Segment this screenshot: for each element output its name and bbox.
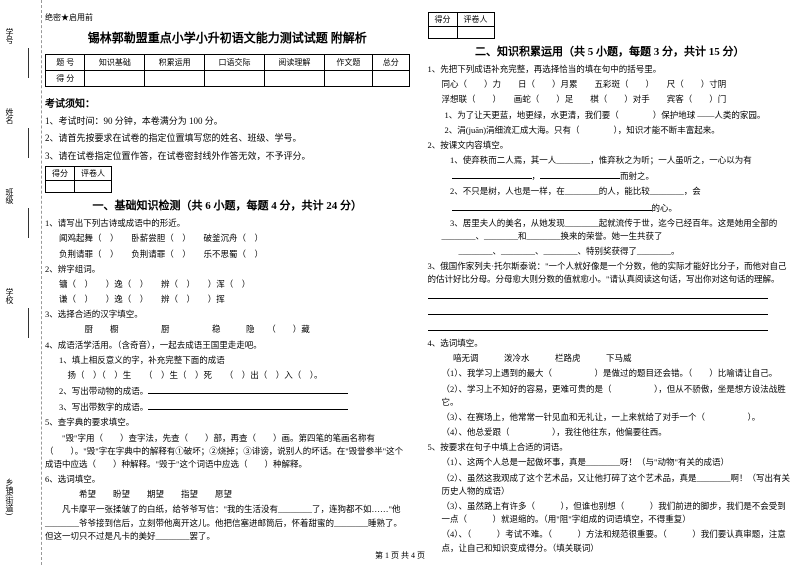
option-row: 负荆请罪（ ） 负荆请罪（ ） 乐不思蜀（ ） — [45, 248, 410, 261]
margin-line — [28, 48, 29, 78]
right-column: 得分评卷人 二、知识积累运用（共 5 小题，每题 3 分，共计 15 分） 1、… — [428, 8, 793, 547]
td: 评卷人 — [457, 13, 494, 27]
th: 积累运用 — [145, 55, 205, 71]
question: 3、选择合适的汉字填空。 — [45, 308, 410, 321]
sub-question: （3）、在赛场上，他常常一针见血和无礼让，一上来就给了对手一个（ ）。 — [428, 411, 793, 424]
th: 题 号 — [46, 55, 85, 71]
sub-question: 3、写出带数字的成语。 — [45, 400, 410, 414]
sub-question: 3、居里夫人的美名，从她发现________起就流传于世，迄今已经百年。这是她用… — [428, 217, 793, 243]
td[interactable] — [264, 71, 324, 87]
sub-question: （2）、学习上不知好的容易，更难可贵的是（ ），但从不骄傲，坐是想方设法战胜它。 — [428, 383, 793, 409]
td[interactable] — [145, 71, 205, 87]
td: 得分 — [46, 167, 75, 181]
secret-label: 绝密★启用前 — [45, 12, 410, 23]
sub-question: （1）、这两个人总是一起做坏事，真是________呀！（与"动物"有关的成语） — [428, 456, 793, 469]
margin-label: 乡镇(街道) — [4, 478, 15, 515]
option-row: 厨 橱 厨 稳 隐 （ ）藏 — [45, 323, 410, 336]
td[interactable] — [75, 181, 112, 193]
answer-line[interactable] — [428, 321, 793, 335]
grader-table: 得分评卷人 — [428, 12, 495, 39]
sub-question: 1、使弃秩而二人焉，其一人________，惟弃秋之为听；一人虽听之，一心以为有 — [428, 154, 793, 167]
sub-question: 1、为了让天更蓝，地更绿，水更清，我们要（ ）保护地球 ——人类的家园。 — [428, 109, 793, 122]
notice-heading: 考试须知： — [45, 95, 410, 110]
question: 1、先把下列成语补充完整，再选择恰当的填在句中的括号里。 — [428, 63, 793, 76]
th: 总分 — [372, 55, 409, 71]
td[interactable] — [457, 27, 494, 39]
section-heading: 一、基础知识检测（共 6 小题，每题 4 分，共计 24 分） — [45, 197, 410, 213]
sub-question: 1、填上相反意义的字，补充完整下面的成语 — [45, 354, 410, 367]
sub-question: 2、不只是树，人也是一样，在________的人，能比较________，会 — [428, 185, 793, 198]
margin-line — [28, 308, 29, 338]
answer-line[interactable] — [428, 289, 793, 303]
exam-title: 锡林郭勒盟重点小学小升初语文能力测试试题 附解析 — [45, 29, 410, 46]
td[interactable] — [324, 71, 372, 87]
sub-question: （2）、虽然这我观成了这个艺术品，又让他打碎了这个艺术品，真是________啊… — [428, 472, 793, 498]
td: 得 分 — [46, 71, 85, 87]
question: 3、俄国作家列夫·托尔斯泰说："一个人就好像是一个分数，他的实际才能好比分子，而… — [428, 260, 793, 286]
td[interactable] — [372, 71, 409, 87]
notice: 3、请在试卷指定位置作答，在试卷密封线外作答无效，不予评分。 — [45, 149, 410, 163]
page-footer: 第 1 页 共 4 页 — [0, 550, 800, 561]
question: 4、选词填空。 — [428, 337, 793, 350]
blank-line: ，而射之。 — [428, 169, 793, 183]
question: 4、成语活学活用。（含奇音），一起去成语王国里走走吧。 — [45, 339, 410, 352]
option-row: 同心（ ）力 日（ ）月累 五彩斑（ ） 尺（ ）寸阴 — [428, 78, 793, 91]
margin-label: 学号 — [4, 28, 15, 44]
td: 评卷人 — [75, 167, 112, 181]
question: 5、按要求在句子中填上合适的词语。 — [428, 441, 793, 454]
paragraph: "毁"字用（ ）查字法，先查（ ）部，再查（ ）画。第四笔的笔画名称有（ ）。"… — [45, 432, 410, 472]
sub-question: （4）、他总爱跟（ ），我往他往东，他偏要往西。 — [428, 426, 793, 439]
notice: 1、考试时间：90 分钟，本卷满分为 100 分。 — [45, 114, 410, 128]
sub-question: ________、________、________、特别奖获得了_______… — [428, 245, 793, 258]
question: 2、按课文内容填空。 — [428, 139, 793, 152]
grader-table: 得分评卷人 — [45, 166, 112, 193]
margin-label: 学校 — [4, 288, 15, 304]
option-row: 谦（ ） ）逸（ ） 辨（ ） ）挥 — [45, 293, 410, 306]
sub-question: 2、写出带动物的成语。 — [45, 384, 410, 398]
question: 1、请写出下列古诗或成语中的形近。 — [45, 217, 410, 230]
td[interactable] — [46, 181, 75, 193]
td[interactable] — [428, 27, 457, 39]
option-row: 希望 盼望 期望 指望 愿望 — [45, 488, 410, 501]
sub-question: （1）、我学习上遇到的最大（ ）是做过的题目还会错。（ ）比喻请让自己。 — [428, 367, 793, 380]
question: 5、查字典的要求填空。 — [45, 416, 410, 429]
td: 得分 — [428, 13, 457, 27]
answer-line[interactable] — [428, 305, 793, 319]
margin-label: 班级 — [4, 188, 15, 204]
th: 作文题 — [324, 55, 372, 71]
binding-margin: 学号 姓名 班级 学校 乡镇(街道) — [0, 0, 42, 565]
margin-line — [28, 208, 29, 238]
question: 2、辨字组词。 — [45, 263, 410, 276]
option-row: 镛（ ） ）逸（ ） 辨（ ） ）浑（ ） — [45, 278, 410, 291]
option-row: 喑无调 泼冷水 栏路虎 下马威 — [428, 352, 793, 365]
paragraph: 凡卡摩平一张揉皱了的白纸，给爷爷写信："我的生活没有________了，连狗都不… — [45, 503, 410, 543]
question: 6、选词填空。 — [45, 473, 410, 486]
margin-line — [28, 128, 29, 158]
page-content: 绝密★启用前 锡林郭勒盟重点小学小升初语文能力测试试题 附解析 题 号 知识基础… — [45, 8, 792, 547]
sub-question: （3）、虽然路上有许多（ ），但谁也别想（ ）我们前进的脚步，我们是不会受到一点… — [428, 500, 793, 526]
th: 口语交际 — [205, 55, 265, 71]
option-row: 扬（ ）（ ）生 （ ）生（ ）死 （ ）出（ ）入（ ）。 — [45, 369, 410, 382]
score-table: 题 号 知识基础 积累运用 口语交际 阅读理解 作文题 总分 得 分 — [45, 54, 410, 87]
section-heading: 二、知识积累运用（共 5 小题，每题 3 分，共计 15 分） — [428, 43, 793, 59]
notice: 2、请首先按要求在试卷的指定位置填写您的姓名、班级、学号。 — [45, 131, 410, 145]
th: 阅读理解 — [264, 55, 324, 71]
option-row: 浮想联（ ） 画蛇（ ）足 棋（ ）对手 宾客（ ）门 — [428, 93, 793, 106]
margin-label: 姓名 — [4, 108, 15, 124]
left-column: 绝密★启用前 锡林郭勒盟重点小学小升初语文能力测试试题 附解析 题 号 知识基础… — [45, 8, 410, 547]
td[interactable] — [85, 71, 145, 87]
sub-question: 2、涓(juān)涓细流汇成大海。只有（ ），知识才能不断丰富起来。 — [428, 124, 793, 137]
td[interactable] — [205, 71, 265, 87]
th: 知识基础 — [85, 55, 145, 71]
option-row: 闻鸡起舞（ ） 卧薪尝胆（ ） 破釜沉舟（ ） — [45, 232, 410, 245]
blank-line: 的心。 — [428, 201, 793, 215]
